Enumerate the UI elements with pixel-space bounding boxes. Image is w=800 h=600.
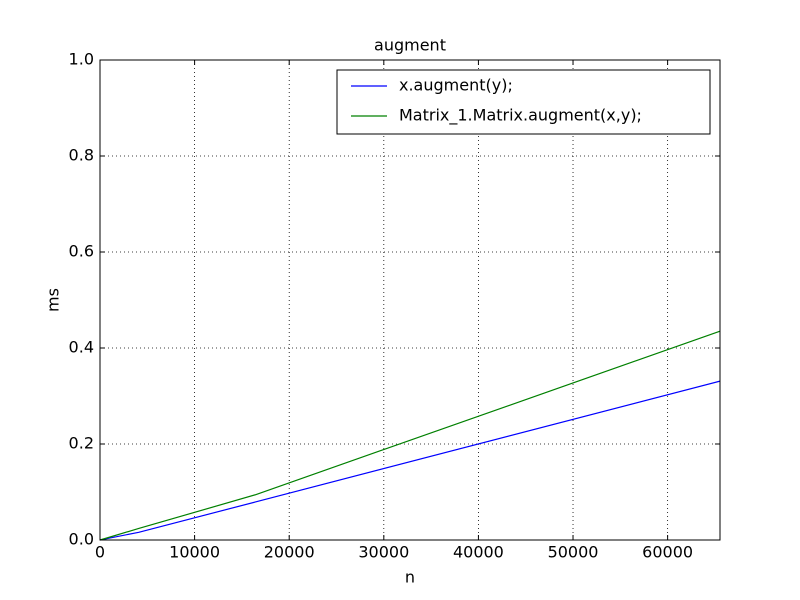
legend-box — [336, 69, 711, 135]
x-tick-label: 0 — [95, 543, 105, 562]
legend-label: Matrix_1.Matrix.augment(x,y); — [399, 106, 642, 126]
y-tick-label: 0.0 — [69, 530, 94, 549]
x-tick-label: 30000 — [358, 543, 409, 562]
x-tick-label: 20000 — [264, 543, 315, 562]
data-line — [99, 330, 721, 541]
y-axis-label: ms — [44, 288, 63, 312]
chart-title: augment — [374, 36, 446, 55]
x-axis-label: n — [405, 568, 415, 587]
y-tick-label: 0.8 — [69, 146, 94, 165]
x-tick-label: 10000 — [169, 543, 220, 562]
y-tick-label: 0.4 — [69, 338, 94, 357]
y-tick-label: 1.0 — [69, 50, 94, 69]
data-line — [99, 380, 721, 541]
x-tick-label: 40000 — [453, 543, 504, 562]
x-tick-label: 50000 — [548, 543, 599, 562]
legend-label: x.augment(y); — [399, 76, 513, 95]
plot-frame — [99, 59, 721, 541]
y-tick-label: 0.2 — [69, 434, 94, 453]
y-tick-label: 0.6 — [69, 242, 94, 261]
x-tick-label: 60000 — [642, 543, 693, 562]
